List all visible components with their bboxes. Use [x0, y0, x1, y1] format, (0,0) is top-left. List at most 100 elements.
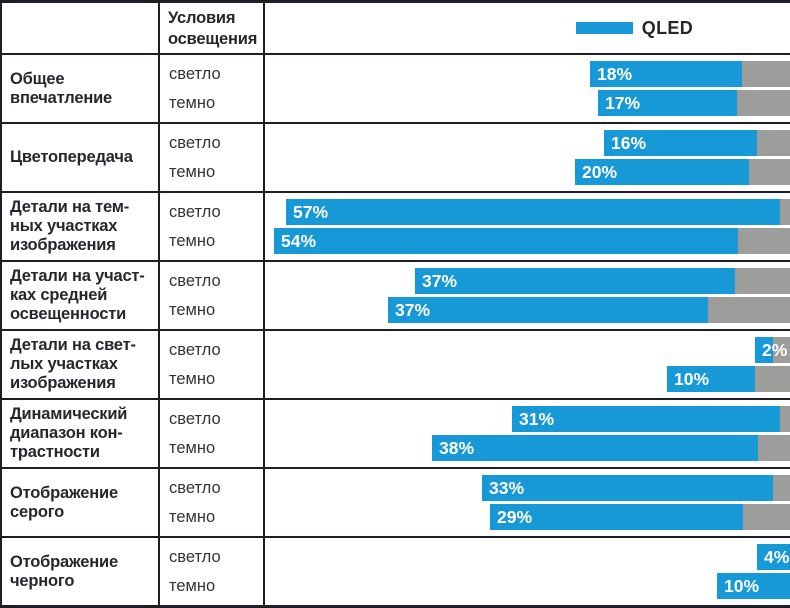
condition-light-label: светло [169, 341, 221, 359]
condition-light-label: светло [169, 410, 221, 428]
qled-bar: 17% [598, 90, 737, 116]
condition-dark-label: темно [169, 301, 216, 319]
qled-bar: 29% [490, 504, 743, 530]
legend-label: QLED [641, 17, 693, 38]
bar-row-dark: 10% [265, 573, 790, 599]
condition-light-label: светло [169, 65, 221, 83]
conditions-cell: светло темно [160, 262, 265, 329]
bars-cell: 16% 20% [265, 124, 790, 191]
condition-light-label: светло [169, 548, 221, 566]
bar-value-label: 18% [597, 64, 633, 84]
bar-value-label: 29% [497, 507, 533, 527]
category-cell: Динамический диапазон кон- трастности [2, 400, 160, 467]
bar-remainder-segment [743, 504, 790, 530]
bar-remainder-segment [737, 90, 790, 116]
bar-value-label: 33% [489, 478, 525, 498]
conditions-cell: светло темно [160, 331, 265, 398]
conditions-column-header: Условия освещения [160, 3, 265, 53]
category-label: Динамический диапазон кон- трастности [10, 405, 128, 461]
category-label: Общее впечатление [10, 69, 113, 107]
bars-cell: 2% 10% [265, 331, 790, 398]
qled-bar: 10% [667, 366, 755, 392]
qled-bar: 31% [512, 406, 780, 432]
condition-dark-label: темно [169, 94, 216, 112]
bar-value-label: 31% [519, 409, 555, 429]
condition-dark-label: темно [169, 439, 216, 457]
bar-remainder-segment [757, 130, 790, 156]
bar-remainder-segment [755, 366, 790, 392]
bar-value-label: 38% [439, 438, 475, 458]
conditions-cell: светло темно [160, 400, 265, 467]
category-cell: Отображение серого [2, 469, 160, 536]
category-cell: Цветопередача [2, 124, 160, 191]
condition-dark-label: темно [169, 577, 216, 595]
bar-value-label: 37% [395, 300, 431, 320]
bars-cell: 33% 29% [265, 469, 790, 536]
bar-row-dark: 38% [265, 435, 790, 461]
bar-value-label: 17% [605, 93, 641, 113]
category-cell: Отображение черного [2, 538, 160, 605]
bars-cell: 37% 37% [265, 262, 790, 329]
qled-bar: 2% [755, 337, 787, 363]
condition-light-label: светло [169, 203, 221, 221]
bar-remainder-segment [708, 297, 790, 323]
table-row: Отображение серого светло темно 33% 29% [2, 467, 790, 536]
condition-dark-label: темно [169, 508, 216, 526]
bar-remainder-segment [773, 475, 790, 501]
bar-row-light: 16% [265, 130, 790, 156]
legend: QLED [265, 3, 790, 53]
bar-value-label: 57% [293, 202, 329, 222]
bar-remainder-segment [758, 435, 790, 461]
qled-bar: 20% [575, 159, 749, 185]
table-row: Отображение черного светло темно 4% 10% [2, 536, 790, 605]
bar-remainder-segment [780, 199, 790, 225]
qled-bar: 33% [482, 475, 773, 501]
qled-bar: 4% [757, 544, 790, 570]
category-cell: Детали на свет- лых участках изображения [2, 331, 160, 398]
condition-light-label: светло [169, 479, 221, 497]
qled-bar: 37% [415, 268, 735, 294]
category-label: Отображение черного [10, 552, 118, 590]
header-category-cell [2, 3, 160, 53]
bars-cell: 57% 54% [265, 193, 790, 260]
table-row: Детали на тем- ных участках изображения … [2, 191, 790, 260]
table-row: Цветопередача светло темно 16% 20% [2, 122, 790, 191]
category-label: Детали на участ- ках средней освещенност… [10, 267, 145, 323]
qled-bar: 57% [286, 199, 780, 225]
bar-remainder-segment [742, 61, 790, 87]
qled-bar: 10% [717, 573, 790, 599]
bar-row-dark: 17% [265, 90, 790, 116]
condition-dark-label: темно [169, 370, 216, 388]
bar-value-label: 2% [762, 340, 788, 360]
table-row: Детали на свет- лых участках изображения… [2, 329, 790, 398]
conditions-cell: светло темно [160, 469, 265, 536]
category-cell: Детали на участ- ках средней освещенност… [2, 262, 160, 329]
condition-light-label: светло [169, 272, 221, 290]
qled-bar: 38% [432, 435, 758, 461]
category-label: Детали на свет- лых участках изображения [10, 336, 136, 392]
header-row: Условия освещения QLED [2, 3, 790, 53]
bar-row-light: 37% [265, 268, 790, 294]
bars-cell: 4% 10% [265, 538, 790, 605]
bar-row-light: 31% [265, 406, 790, 432]
bars-cell: 31% 38% [265, 400, 790, 467]
bar-row-light: 18% [265, 61, 790, 87]
bars-cell: 18% 17% [265, 55, 790, 122]
bar-value-label: 4% [764, 547, 790, 567]
bar-remainder-segment [780, 406, 790, 432]
table-row: Общее впечатление светло темно 18% 17% [2, 53, 790, 122]
qled-bar: 54% [274, 228, 738, 254]
condition-light-label: светло [169, 134, 221, 152]
bar-remainder-segment [773, 337, 790, 363]
bar-value-label: 10% [674, 369, 710, 389]
bar-value-label: 37% [422, 271, 458, 291]
bar-row-light: 33% [265, 475, 790, 501]
bar-value-label: 20% [582, 162, 618, 182]
qled-bar: 37% [388, 297, 708, 323]
bar-row-dark: 54% [265, 228, 790, 254]
table-row: Динамический диапазон кон- трастности св… [2, 398, 790, 467]
bar-remainder-segment [749, 159, 790, 185]
conditions-cell: светло темно [160, 193, 265, 260]
bar-row-dark: 37% [265, 297, 790, 323]
